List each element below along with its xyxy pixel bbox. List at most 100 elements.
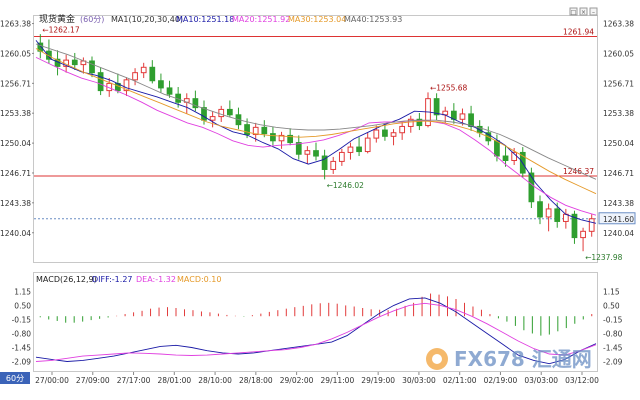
candle-body <box>416 118 423 127</box>
candle-body <box>123 79 130 92</box>
close-button[interactable] <box>579 7 588 16</box>
candle-body <box>494 140 500 157</box>
y-tick-label: 1243.38 <box>0 199 31 208</box>
y-tick-label: 1256.71 <box>0 79 31 88</box>
candle-body <box>459 113 466 120</box>
price-annotation: ←1255.68 <box>430 84 468 93</box>
macd-dea-line <box>35 302 597 362</box>
candle-body <box>71 59 78 66</box>
ma-label: MA1(10,20,30,40) <box>111 15 183 24</box>
candle-body <box>330 160 337 170</box>
candle-body <box>433 98 440 116</box>
ma10-value: MA10:1251.18 <box>176 15 234 24</box>
panel-controls: □ × – <box>569 7 598 16</box>
chart-header: 现货黄金 (60分) MA1(10,20,30,40) MA10:1251.18… <box>39 13 402 25</box>
candle-body <box>588 218 595 232</box>
ma30-value: MA30:1253.04 <box>288 15 346 24</box>
x-tick-label: 02/19:00 <box>484 376 518 385</box>
candle-body <box>321 155 328 170</box>
watermark-logo-inner-icon <box>432 354 442 364</box>
diff-value: DIFF:-1.27 <box>92 275 133 284</box>
candle-body <box>347 146 354 153</box>
x-tick-label: 27/00:00 <box>35 376 69 385</box>
period-badge[interactable] <box>0 372 30 384</box>
period-badge-label: 60分 <box>6 374 24 383</box>
x-tick-label: 28/18:00 <box>239 376 273 385</box>
macd-tick-label-right: 0.50 <box>603 301 620 310</box>
macd-tick-label: -0.80 <box>12 329 32 338</box>
price-annotation: ←1246.02 <box>327 181 365 190</box>
x-tick-label: 29/02:00 <box>280 376 314 385</box>
y-tick-label: 1263.38 <box>0 20 31 29</box>
watermark-text: FX678 汇通网 <box>454 347 592 371</box>
y-tick-label: 1250.04 <box>0 139 31 148</box>
y-tick-label-right: 1250.04 <box>603 139 634 148</box>
candle-body <box>261 126 268 135</box>
macd-tick-label-right: -0.80 <box>603 329 623 338</box>
ma-line-ma20 <box>35 56 597 216</box>
macd-lines <box>35 297 597 365</box>
candle-body <box>89 60 95 74</box>
candle-body <box>407 118 414 127</box>
price-annotations: ←1262.17 ←1255.68 ←1246.02 ←1237.98 <box>42 25 622 262</box>
symbol-label: 现货黄金 <box>39 13 75 25</box>
candle-body <box>295 142 302 155</box>
current-price-label: 1241.60 <box>603 215 634 224</box>
candle-body <box>46 50 52 60</box>
y-tick-label-right: 1263.38 <box>603 20 634 29</box>
watermark: FX678 汇通网 <box>426 347 592 371</box>
x-tick-label: 27/17:00 <box>117 376 151 385</box>
macd-panel-frame <box>33 272 598 372</box>
y-tick-label-right: 1243.38 <box>603 199 634 208</box>
candle-body <box>209 116 216 121</box>
x-tick-label: 28/01:00 <box>157 376 191 385</box>
price-annotation: ←1262.17 <box>42 25 80 34</box>
y-tick-label-right: 1260.05 <box>603 49 634 58</box>
macd-tick-label: -2.09 <box>12 357 32 366</box>
dea-value: DEA:-1.32 <box>136 275 176 284</box>
candle-body <box>287 134 294 144</box>
macd-tick-label-right: -0.15 <box>603 315 623 324</box>
candle-body <box>528 172 535 203</box>
candle-body <box>149 66 156 82</box>
macd-tick-label: 1.15 <box>14 287 31 296</box>
y-tick-label-right: 1240.04 <box>603 229 634 238</box>
price-annotation: ←1237.98 <box>585 253 623 262</box>
period-label: (60分) <box>80 15 104 24</box>
close-icon: × <box>581 9 586 16</box>
ma-line-ma30 <box>35 48 597 195</box>
candle-body <box>356 146 362 153</box>
candle-body <box>140 66 147 74</box>
macd-tick-label: -0.15 <box>12 315 32 324</box>
candle-body <box>373 129 380 139</box>
macd-tick-label-right: -1.45 <box>603 344 623 353</box>
candle-body <box>218 108 225 118</box>
candle-body <box>270 133 276 142</box>
minimize-icon: – <box>592 9 595 16</box>
macd-tick-label: -1.45 <box>12 344 32 353</box>
minimize-button[interactable] <box>589 7 598 16</box>
macd-tick-label: 0.50 <box>14 301 31 310</box>
y-tick-label: 1253.38 <box>0 109 31 118</box>
macd-axis-right: 1.15 0.50 -0.15 -0.80 -1.45 -2.09 <box>603 287 623 366</box>
ma-line-ma40 <box>35 43 597 180</box>
y-tick-label: 1246.71 <box>0 169 31 178</box>
candle-body <box>580 230 586 239</box>
macd-axis-left: 1.15 0.50 -0.15 -0.80 -1.45 -2.09 <box>12 287 32 366</box>
candle-body <box>338 151 345 162</box>
candle-body <box>166 87 173 95</box>
candle-body <box>382 129 388 137</box>
x-tick-label: 03/03:00 <box>524 376 558 385</box>
hline-label: 1261.94 <box>563 27 594 36</box>
macd-header: MACD(26,12,9) DIFF:-1.27 DEA:-1.32 MACD:… <box>36 275 222 284</box>
candle-body <box>390 132 397 137</box>
candle-body <box>244 124 250 136</box>
candle-body <box>468 113 474 127</box>
x-tick-label: 29/11:00 <box>321 376 355 385</box>
candle-body <box>313 150 319 157</box>
maximize-button[interactable] <box>569 7 578 16</box>
candle-body <box>502 155 509 162</box>
